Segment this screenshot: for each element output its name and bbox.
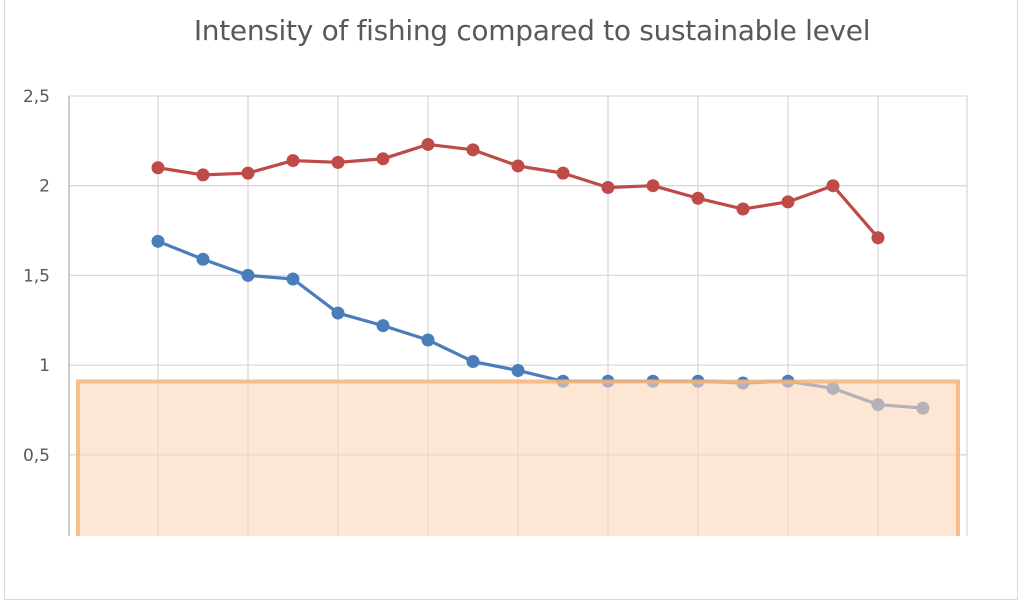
series-2-point <box>196 252 210 266</box>
series-1-point <box>826 179 840 193</box>
series-1-point <box>781 195 795 209</box>
series-2-point <box>376 319 390 333</box>
y-tick-label: 0,5 <box>23 446 50 466</box>
series-1-point <box>646 179 660 193</box>
series-2-point <box>241 268 255 282</box>
series-2-point <box>151 234 165 248</box>
series-1-point <box>331 155 345 169</box>
y-tick-label: 1,5 <box>23 266 50 286</box>
series-1-point <box>556 166 570 180</box>
y-tick-label: 2 <box>39 177 50 197</box>
series-1-point <box>376 152 390 166</box>
series-1-point <box>151 161 165 175</box>
series-1-point <box>421 137 435 151</box>
series-1-point <box>241 166 255 180</box>
series-1-point <box>466 143 480 157</box>
series-2-point <box>331 306 345 320</box>
series-1-point <box>871 231 885 245</box>
series-1-point <box>691 191 705 205</box>
series-1-point <box>736 202 750 216</box>
sustainable-level-region <box>76 379 960 536</box>
line-chart: 0,5 1 1,5 2 2,5 <box>23 87 968 536</box>
chart-title: Intensity of fishing compared to sustain… <box>193 14 871 47</box>
series-2-point <box>511 363 525 377</box>
series-2-point <box>286 272 300 286</box>
series-2-point <box>421 333 435 347</box>
y-tick-label: 1 <box>39 356 50 376</box>
series-2-point <box>466 355 480 369</box>
series-1-point <box>601 180 615 194</box>
y-tick-label: 2,5 <box>23 87 50 107</box>
series-1-point <box>511 159 525 173</box>
series-1-point <box>196 168 210 182</box>
series-1-point <box>286 154 300 168</box>
